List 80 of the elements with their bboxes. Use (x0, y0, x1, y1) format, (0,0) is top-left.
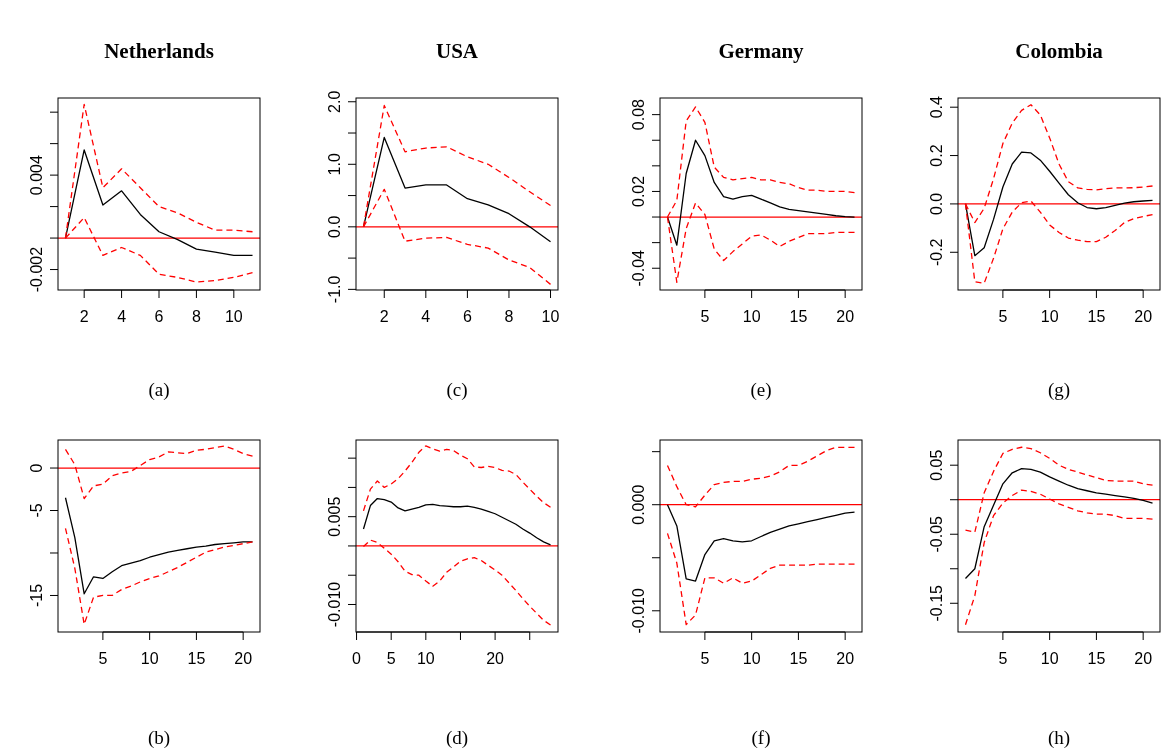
y-tick-label: 2.0 (326, 90, 343, 113)
y-tick-label: -5 (28, 503, 45, 518)
x-tick-label: 10 (416, 650, 435, 667)
text: (f) (751, 727, 771, 749)
x-tick-label: 20 (836, 650, 855, 667)
x-tick-label: 10 (541, 308, 560, 325)
text: (c) (446, 379, 468, 401)
y-tick-label: 0.08 (630, 98, 647, 131)
y-tick-label: -0.05 (928, 515, 945, 553)
y-tick-label: -0.010 (326, 581, 343, 628)
x-tick-label: 10 (1040, 650, 1059, 667)
y-tick-label: -0.010 (630, 588, 647, 634)
x-tick-label: 8 (191, 308, 201, 325)
x-tick-label: 15 (1087, 308, 1106, 325)
x-tick-label: 10 (742, 650, 761, 667)
line-series (964, 468, 1154, 580)
line-series (64, 149, 254, 257)
y-tick-label: 0.005 (326, 496, 343, 537)
x-tick-label: 6 (154, 308, 164, 325)
line-series (362, 445, 552, 512)
x-tick-label: 15 (187, 650, 206, 667)
line-series (666, 504, 856, 582)
x-tick-label: 0 (352, 650, 362, 667)
y-tick-label: -0.04 (630, 249, 647, 287)
x-tick-label: 8 (504, 308, 514, 325)
y-tick-label: -0.2 (928, 238, 945, 267)
x-tick-label: 10 (742, 308, 761, 325)
x-tick-label: 5 (700, 650, 710, 667)
chart-title: Netherlands (104, 39, 214, 63)
x-tick-label: 10 (140, 650, 159, 667)
x-tick-label: 2 (379, 308, 389, 325)
x-tick-label: 10 (224, 308, 243, 325)
x-tick-label: 20 (234, 650, 253, 667)
x-tick-label: 10 (1040, 308, 1059, 325)
text: (d) (445, 727, 469, 749)
line-series (666, 139, 856, 246)
y-tick-label: 1.0 (326, 153, 343, 176)
y-tick-label: 0.000 (630, 484, 647, 525)
x-tick-label: 20 (836, 308, 855, 325)
x-tick-label: 5 (700, 308, 710, 325)
y-tick-label: 0.2 (928, 144, 945, 167)
x-tick-label: 20 (486, 650, 505, 667)
chart-title: Germany (718, 39, 805, 63)
x-tick-label: 15 (789, 308, 808, 325)
x-tick-label: 4 (117, 308, 127, 325)
y-tick-label: -0.15 (928, 584, 945, 622)
x-tick-label: 4 (421, 308, 431, 325)
chart-title: Colombia (1015, 39, 1104, 63)
x-tick-label: 20 (1134, 650, 1153, 667)
line-series (964, 151, 1154, 257)
chart-title: USA (435, 39, 479, 63)
y-tick-label: -1.0 (326, 275, 343, 304)
x-tick-label: 5 (98, 650, 108, 667)
line-series (64, 497, 254, 595)
y-tick-label: 0.0 (326, 215, 343, 238)
text: (e) (750, 379, 772, 401)
y-tick-label: 0.02 (630, 175, 647, 208)
text: (a) (148, 379, 170, 401)
y-tick-label: -15 (28, 583, 45, 608)
text: (h) (1047, 727, 1071, 749)
x-tick-label: 6 (462, 308, 472, 325)
y-tick-label: 0 (28, 463, 45, 473)
x-tick-label: 5 (386, 650, 396, 667)
line-series (666, 532, 856, 626)
x-tick-label: 15 (1087, 650, 1106, 667)
text: (g) (1047, 379, 1071, 401)
y-tick-label: 0.05 (928, 449, 945, 481)
line-series (362, 497, 552, 546)
y-tick-label: -0.002 (28, 246, 45, 293)
text: (b) (147, 727, 171, 749)
x-tick-label: 20 (1134, 308, 1153, 325)
x-tick-label: 5 (998, 650, 1008, 667)
x-tick-label: 5 (998, 308, 1008, 325)
x-tick-label: 2 (79, 308, 89, 325)
line-series (362, 136, 552, 243)
y-tick-label: 0.004 (28, 155, 45, 196)
y-tick-label: 0.0 (928, 192, 945, 216)
line-series (64, 527, 254, 625)
y-tick-label: 0.4 (928, 95, 945, 119)
x-tick-label: 15 (789, 650, 808, 667)
